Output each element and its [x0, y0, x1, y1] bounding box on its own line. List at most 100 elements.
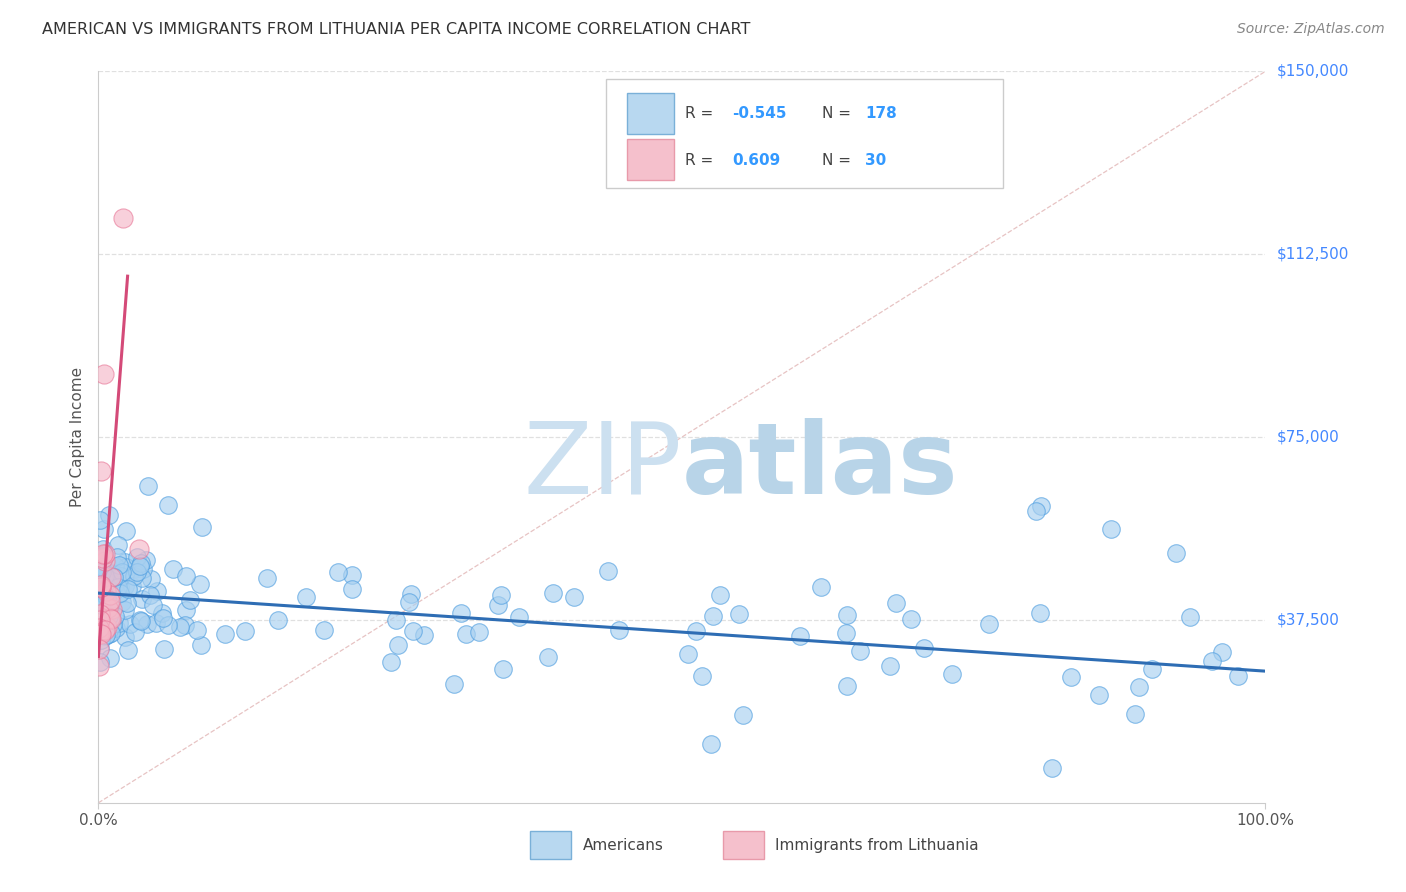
Point: [541, 586, 564, 600]
Point: [135, 553, 157, 567]
Point: [98, 609, 121, 624]
Point: [108, 571, 131, 585]
Point: [1201, 654, 1223, 668]
Point: [537, 649, 560, 664]
Point: [294, 591, 316, 605]
Point: [115, 524, 138, 539]
Point: [89, 568, 111, 582]
Point: [98, 574, 121, 588]
Point: [105, 550, 128, 565]
Text: ZIP: ZIP: [523, 417, 682, 515]
Point: [728, 607, 751, 622]
Text: $112,500: $112,500: [1277, 247, 1348, 261]
Point: [174, 603, 197, 617]
Point: [789, 629, 811, 643]
Point: [89, 624, 111, 639]
Point: [186, 623, 208, 637]
Point: [879, 659, 901, 673]
Point: [340, 582, 363, 597]
Point: [96, 583, 118, 598]
Point: [94, 629, 117, 643]
Point: [90, 598, 112, 612]
Point: [90, 564, 112, 578]
Point: [124, 625, 146, 640]
Point: [135, 617, 157, 632]
Text: Americans: Americans: [582, 838, 664, 853]
Point: [1226, 669, 1249, 683]
Point: [121, 579, 143, 593]
Point: [150, 607, 173, 621]
Point: [607, 623, 630, 637]
Point: [94, 627, 117, 641]
Text: -0.545: -0.545: [733, 106, 786, 121]
Y-axis label: Per Capita Income: Per Capita Income: [70, 367, 86, 508]
Point: [96, 566, 118, 580]
Point: [94, 623, 117, 637]
Point: [145, 616, 167, 631]
Point: [125, 549, 148, 564]
Point: [87, 659, 110, 673]
Point: [89, 613, 111, 627]
Text: $150,000: $150,000: [1277, 64, 1348, 78]
Point: [131, 591, 153, 606]
Point: [125, 566, 148, 580]
Point: [114, 560, 136, 574]
Point: [98, 508, 121, 522]
Point: [489, 587, 512, 601]
Point: [450, 607, 472, 621]
Point: [380, 655, 402, 669]
Point: [98, 594, 121, 608]
Point: [98, 603, 121, 617]
Point: [89, 513, 111, 527]
Point: [156, 617, 179, 632]
Point: [1060, 670, 1083, 684]
Point: [89, 594, 111, 608]
Point: [89, 642, 111, 657]
Point: [214, 626, 236, 640]
Point: [91, 584, 114, 599]
Point: [142, 599, 165, 613]
Point: [90, 579, 112, 593]
Point: [100, 565, 122, 579]
Point: [96, 591, 118, 605]
Point: [256, 571, 278, 585]
Text: N =: N =: [823, 106, 856, 121]
Point: [1140, 662, 1163, 676]
Point: [97, 611, 120, 625]
Text: AMERICAN VS IMMIGRANTS FROM LITHUANIA PER CAPITA INCOME CORRELATION CHART: AMERICAN VS IMMIGRANTS FROM LITHUANIA PE…: [42, 22, 751, 37]
Point: [90, 565, 112, 579]
Point: [89, 607, 111, 622]
Point: [100, 570, 122, 584]
Point: [122, 569, 145, 583]
Text: R =: R =: [685, 153, 718, 168]
Point: [93, 562, 115, 576]
Point: [90, 580, 112, 594]
Point: [153, 642, 176, 657]
Point: [105, 621, 128, 635]
Point: [125, 561, 148, 575]
Point: [849, 644, 872, 658]
Text: 178: 178: [865, 106, 897, 121]
Point: [110, 568, 132, 582]
Point: [810, 580, 832, 594]
Point: [93, 578, 115, 592]
Point: [108, 580, 131, 594]
Point: [98, 610, 121, 624]
Point: [91, 547, 114, 561]
Text: 30: 30: [865, 153, 886, 168]
Point: [941, 666, 963, 681]
Point: [467, 624, 489, 639]
Point: [162, 562, 184, 576]
Point: [136, 479, 159, 493]
Point: [90, 633, 112, 648]
Point: [94, 576, 117, 591]
Point: [191, 520, 214, 534]
Point: [731, 708, 754, 723]
Point: [117, 582, 139, 596]
Text: N =: N =: [823, 153, 856, 168]
Point: [1211, 645, 1233, 659]
Point: [709, 588, 731, 602]
Point: [93, 579, 115, 593]
Point: [100, 626, 122, 640]
Point: [98, 624, 121, 638]
